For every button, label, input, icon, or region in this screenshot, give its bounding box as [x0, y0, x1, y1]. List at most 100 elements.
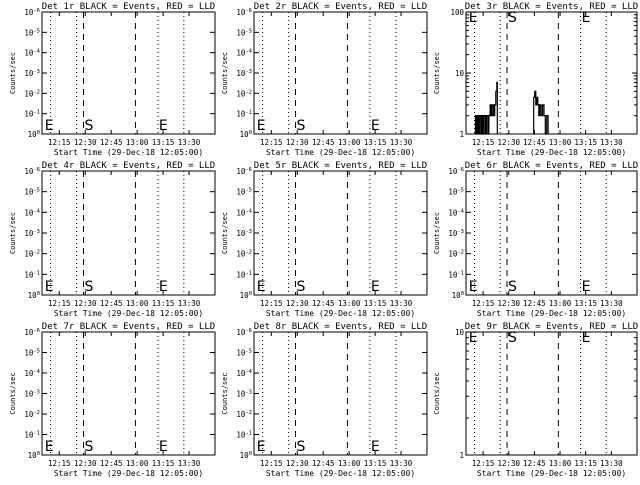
- y-tick-exponent: -3: [33, 390, 40, 396]
- y-tick-exponent: 0: [461, 291, 464, 297]
- x-axis-label: Start Time (29-Dec-18 12:05:00): [54, 148, 203, 157]
- x-tick-label: 12:45: [312, 299, 335, 308]
- y-tick-label: 10-6: [236, 167, 252, 176]
- y-tick-label: 10-6: [448, 167, 464, 176]
- x-tick-label: 13:15: [574, 459, 597, 468]
- x-tick-label: 13:15: [364, 299, 387, 308]
- y-axis-label: Counts/sec: [433, 372, 441, 414]
- y-tick-label: 10-4: [24, 49, 40, 58]
- y-tick-label: 10-3: [236, 390, 252, 399]
- x-tick-label: 12:15: [48, 138, 71, 147]
- x-tick-label: 12:15: [472, 459, 495, 468]
- y-tick-exponent: 0: [37, 451, 40, 457]
- x-axis-label: Start Time (29-Dec-18 12:05:00): [54, 469, 203, 478]
- panel-title: Det 2r BLACK = Events, RED = LLD: [254, 2, 427, 12]
- panel-det-5: Det 5r BLACK = Events, RED = LLD 12:15 12:…: [221, 161, 428, 318]
- y-tick-label: 1: [459, 130, 464, 139]
- y-tick-label: 10-4: [448, 208, 464, 217]
- y-tick-label: 10-4: [236, 49, 252, 58]
- marker-s: S: [85, 439, 94, 455]
- x-tick-label: 12:15: [260, 299, 283, 308]
- marker-e-end: E: [582, 10, 591, 26]
- x-tick-label: 12:30: [286, 138, 309, 147]
- marker-e-start: E: [45, 118, 54, 134]
- x-tick-label: 13:30: [390, 138, 413, 147]
- x-tick-label: 13:30: [390, 299, 413, 308]
- y-tick-label: 10-5: [236, 28, 252, 37]
- panel-title: Det 1r BLACK = Events, RED = LLD: [42, 2, 215, 12]
- y-tick-label: 10-2: [236, 250, 252, 259]
- plot-frame: [465, 331, 638, 456]
- y-tick-exponent: -4: [457, 208, 464, 214]
- y-tick-label: 10-6: [24, 8, 40, 17]
- marker-e-start: E: [257, 279, 266, 295]
- y-tick-label: 10-1: [236, 110, 252, 119]
- y-axis-label: Counts/sec: [9, 372, 17, 414]
- x-tick-label: 13:00: [126, 459, 149, 468]
- y-tick-label: 100: [240, 130, 252, 139]
- x-tick-label: 13:30: [178, 459, 201, 468]
- x-axis-label: Start Time (29-Dec-18 12:05:00): [54, 309, 203, 318]
- y-tick-exponent: -2: [245, 410, 252, 416]
- x-tick-label: 12:45: [312, 459, 335, 468]
- x-tick-label: 13:00: [126, 299, 149, 308]
- y-axis-label: Counts/sec: [221, 372, 229, 414]
- y-tick-exponent: -3: [245, 69, 252, 75]
- y-tick-exponent: -3: [457, 229, 464, 235]
- y-tick-exponent: -2: [33, 410, 40, 416]
- x-tick-label: 12:30: [497, 138, 520, 147]
- y-tick-exponent: 0: [249, 130, 252, 136]
- y-tick-exponent: -3: [33, 229, 40, 235]
- y-tick-exponent: 0: [249, 451, 252, 457]
- marker-e-start: E: [45, 279, 54, 295]
- x-tick-label: 12:30: [74, 138, 97, 147]
- x-tick-label: 13:00: [549, 459, 572, 468]
- y-tick-label: 10-6: [24, 328, 40, 337]
- y-tick-label: 10-2: [236, 89, 252, 98]
- marker-e-end: E: [582, 279, 591, 295]
- x-tick-label: 13:15: [574, 299, 597, 308]
- y-tick-label: 100: [28, 130, 40, 139]
- x-axis-label: Start Time (29-Dec-18 12:05:00): [266, 309, 415, 318]
- x-tick-label: 12:45: [100, 459, 123, 468]
- y-tick-label: 10-4: [236, 369, 252, 378]
- x-tick-label: 13:15: [574, 138, 597, 147]
- x-tick-label: 12:45: [523, 299, 546, 308]
- plot-frame: [41, 11, 216, 135]
- y-tick-label: 100: [28, 451, 40, 460]
- y-tick-exponent: 0: [37, 130, 40, 136]
- y-tick-exponent: -2: [245, 250, 252, 256]
- x-tick-label: 13:15: [364, 459, 387, 468]
- y-tick-label: 10-1: [448, 270, 464, 279]
- y-tick-exponent: -6: [33, 167, 40, 173]
- y-tick-label: 10-5: [236, 349, 252, 358]
- x-tick-label: 13:15: [152, 459, 175, 468]
- x-tick-label: 12:45: [523, 138, 546, 147]
- x-tick-label: 12:15: [260, 138, 283, 147]
- y-tick-exponent: -5: [33, 188, 40, 194]
- y-tick-label: 10: [455, 328, 465, 337]
- y-tick-exponent: -1: [33, 431, 40, 437]
- marker-e-end: E: [159, 279, 168, 295]
- marker-s: S: [85, 279, 94, 295]
- y-tick-exponent: -5: [245, 28, 252, 34]
- x-tick-label: 13:15: [364, 138, 387, 147]
- panel-title: Det 5r BLACK = Events, RED = LLD: [254, 161, 427, 171]
- x-tick-label: 12:30: [497, 299, 520, 308]
- y-axis-label: Counts/sec: [221, 212, 229, 254]
- y-tick-label: 10-2: [24, 410, 40, 419]
- y-tick-label: 10-3: [236, 69, 252, 78]
- y-tick-label: 100: [240, 451, 252, 460]
- x-tick-label: 13:00: [338, 299, 361, 308]
- x-tick-label: 12:30: [286, 459, 309, 468]
- y-tick-label: 10-5: [448, 188, 464, 197]
- x-tick-label: 13:30: [390, 459, 413, 468]
- x-tick-label: 12:15: [260, 459, 283, 468]
- x-tick-label: 12:30: [497, 459, 520, 468]
- x-axis-label: Start Time (29-Dec-18 12:05:00): [266, 469, 415, 478]
